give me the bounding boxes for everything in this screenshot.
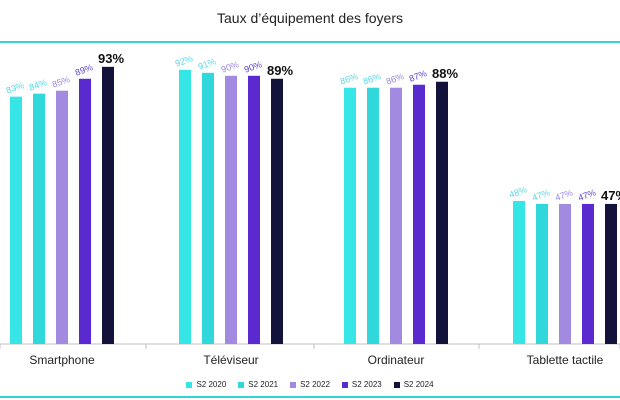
legend-item: S2 2021: [238, 380, 278, 389]
bar: [225, 75, 237, 345]
data-label: 87%: [408, 68, 428, 84]
data-label: 86%: [339, 71, 359, 87]
bar: [605, 203, 617, 344]
bar: [367, 87, 379, 344]
category-label: Ordinateur: [368, 353, 425, 367]
bar: [79, 78, 91, 344]
legend-label: S2 2021: [248, 380, 279, 389]
legend-item: S2 2024: [393, 380, 434, 389]
legend-swatch: [341, 381, 348, 388]
bar: [271, 78, 283, 344]
bar: [536, 203, 548, 344]
data-label: 47%: [531, 187, 551, 203]
data-label: 47%: [577, 187, 597, 203]
legend-swatch: [393, 381, 400, 388]
chart-title: Taux d’équipement des foyers: [217, 10, 403, 26]
category-label: Téléviseur: [203, 353, 258, 367]
data-label: 88%: [432, 66, 458, 81]
bar: [248, 75, 260, 345]
category-label: Smartphone: [29, 353, 95, 367]
data-label: 83%: [5, 80, 25, 96]
data-label: 91%: [197, 56, 217, 72]
bar: [559, 203, 571, 344]
bar: [582, 203, 594, 344]
data-label: 89%: [267, 63, 293, 78]
category-label: Tablette tactile: [527, 353, 604, 367]
data-label: 84%: [28, 77, 48, 93]
bar: [33, 93, 45, 345]
data-label: 86%: [362, 71, 382, 87]
data-label: 92%: [174, 53, 194, 69]
legend-label: S2 2022: [300, 380, 330, 389]
data-label: 47%: [554, 187, 574, 203]
legend-swatch: [186, 381, 193, 388]
legend-label: S2 2020: [196, 380, 227, 389]
legend-swatch: [290, 381, 297, 388]
bar: [513, 200, 525, 344]
data-label: 90%: [220, 59, 240, 75]
top-accent-rule: [0, 41, 620, 43]
legend-item: S2 2023: [341, 380, 382, 389]
data-label: 48%: [508, 184, 528, 200]
bar: [202, 72, 214, 344]
data-label: 93%: [98, 51, 124, 66]
bar: [56, 90, 68, 344]
legend-item: S2 2020: [186, 380, 226, 389]
bottom-accent-rule: [0, 396, 620, 398]
data-label: 86%: [385, 71, 405, 87]
bar: [436, 81, 448, 344]
legend-label: S2 2024: [403, 380, 434, 389]
bar: [179, 69, 191, 344]
data-label: 89%: [74, 62, 94, 78]
data-label: 47%: [601, 188, 620, 203]
bar: [102, 66, 114, 345]
bar: [10, 96, 22, 344]
bar: [413, 84, 425, 345]
data-label: 85%: [51, 74, 71, 90]
legend-swatch: [238, 381, 245, 388]
chart-legend: S2 2020 S2 2021 S2 2022 S2 2023 S2 2024: [0, 380, 620, 389]
data-label: 90%: [243, 59, 263, 75]
bar: [344, 87, 356, 344]
legend-label: S2 2023: [351, 380, 382, 389]
legend-item: S2 2022: [290, 380, 330, 389]
bar: [390, 87, 402, 344]
